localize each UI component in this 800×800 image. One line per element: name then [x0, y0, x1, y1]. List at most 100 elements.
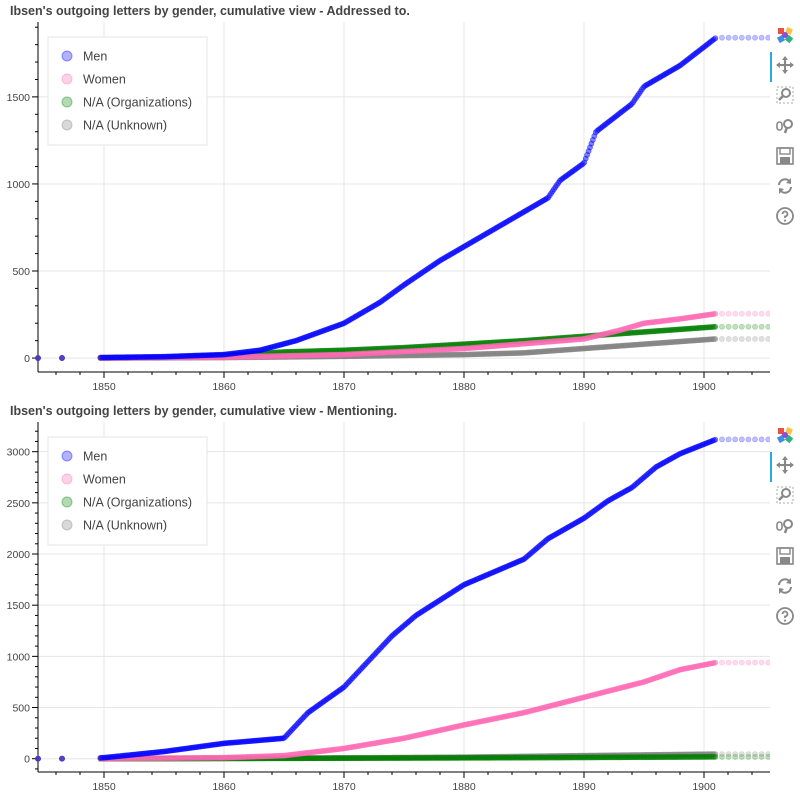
reset-tool-button[interactable]: [774, 577, 796, 599]
legend-marker: [61, 496, 73, 508]
data-point: [732, 34, 739, 41]
bokeh-logo-tool-button: [774, 26, 796, 48]
data-point: [738, 659, 745, 666]
y-tick-label: 1500: [7, 92, 31, 104]
legend-marker: [61, 73, 73, 85]
data-point: [738, 34, 745, 41]
data-point: [752, 753, 758, 760]
help-tool-button[interactable]: [774, 206, 796, 231]
x-tick-label: 1890: [572, 781, 596, 793]
legend-label[interactable]: Women: [83, 473, 126, 487]
reset-icon: [775, 176, 795, 201]
legend-label[interactable]: N/A (Unknown): [83, 119, 167, 133]
pan-tool-button[interactable]: [774, 55, 796, 80]
wheel-zoom-tool-button[interactable]: [774, 117, 796, 139]
bokeh-logo-icon: [775, 25, 795, 50]
data-point: [719, 659, 725, 666]
grid-lines: [38, 22, 770, 372]
data-point: [732, 336, 739, 342]
data-point: [758, 436, 765, 443]
data-point: [758, 323, 765, 330]
data-point: [752, 336, 758, 342]
y-tick-label: 1500: [7, 600, 31, 612]
data-point: [738, 310, 745, 317]
legend-label[interactable]: N/A (Organizations): [83, 496, 192, 510]
y-tick-label: 0: [24, 353, 30, 365]
data-point: [745, 336, 752, 342]
box-zoom-tool-button[interactable]: [774, 486, 796, 508]
data-point: [725, 34, 732, 41]
chart-panel-mentioning: Ibsen's outgoing letters by gender, cumu…: [0, 400, 800, 800]
help-icon: [775, 206, 795, 231]
data-point: [712, 336, 719, 342]
legend-label[interactable]: N/A (Organizations): [83, 96, 192, 110]
y-tick-label: 2500: [7, 498, 31, 510]
bokeh-logo-icon: [775, 425, 795, 450]
data-point: [738, 336, 745, 342]
chart-panel-addressed: Ibsen's outgoing letters by gender, cumu…: [0, 0, 800, 400]
data-point: [758, 659, 765, 666]
data-point: [765, 34, 770, 41]
data-point: [712, 659, 719, 666]
chart-title: Ibsen's outgoing letters by gender, cumu…: [10, 4, 410, 18]
data-point: [752, 34, 758, 41]
data-point: [712, 35, 719, 42]
data-point: [712, 310, 719, 317]
data-point: [719, 436, 725, 443]
pan-icon: [775, 55, 795, 80]
save-tool-button[interactable]: [774, 146, 796, 169]
x-tick-label: 1870: [332, 781, 356, 793]
reset-icon: [775, 576, 795, 601]
legend-marker: [61, 473, 73, 485]
data-point: [732, 753, 739, 760]
pan-tool-button[interactable]: [774, 455, 796, 478]
data-point: [59, 354, 65, 361]
save-tool-button[interactable]: [774, 546, 796, 571]
data-point: [35, 355, 41, 361]
data-point: [725, 323, 732, 330]
data-point: [732, 323, 739, 330]
data-point: [758, 336, 765, 342]
data-point: [732, 310, 739, 317]
data-point: [719, 753, 725, 760]
series-men: [35, 34, 770, 361]
y-tick-label: 3000: [7, 447, 31, 459]
save-icon: [775, 546, 795, 571]
plot-area[interactable]: 1850 1860 1870 1880 1890 1900 0 500 1000 1500 Men W…: [0, 0, 770, 400]
bokeh-logo-tool-button: [774, 426, 796, 448]
data-point: [725, 659, 732, 666]
data-point: [745, 436, 752, 443]
box-zoom-tool-button[interactable]: [774, 86, 796, 108]
legend-marker: [61, 519, 73, 531]
data-point: [719, 34, 725, 41]
data-point: [765, 323, 770, 330]
data-point: [35, 755, 41, 762]
data-point: [758, 753, 765, 760]
x-tick-label: 1870: [332, 381, 356, 393]
data-point: [725, 336, 732, 342]
box-zoom-icon: [775, 485, 795, 510]
wheel-zoom-tool-button[interactable]: [774, 517, 796, 539]
data-point: [725, 753, 732, 760]
plot-area[interactable]: 1850 1860 1870 1880 1890 1900 0 500 1000 1500 2000…: [0, 400, 770, 800]
legend-label[interactable]: Men: [83, 50, 107, 64]
data-point: [752, 310, 758, 317]
data-point: [745, 323, 752, 330]
toolbar: [770, 0, 800, 400]
legend-box: [47, 36, 208, 146]
legend-label[interactable]: Women: [83, 73, 126, 87]
data-point: [712, 323, 719, 330]
wheel-zoom-icon: [775, 116, 795, 141]
legend-label[interactable]: Men: [83, 450, 107, 464]
active-tool-indicator: [770, 52, 772, 82]
data-point: [745, 310, 752, 317]
help-tool-button[interactable]: [774, 606, 796, 629]
legend[interactable]: Men Women N/A (Organizations) N/A (Unknown): [47, 436, 208, 546]
y-tick-label: 500: [12, 703, 30, 715]
legend-label[interactable]: N/A (Unknown): [83, 519, 167, 533]
data-point: [758, 34, 765, 41]
data-point: [738, 753, 745, 760]
reset-tool-button[interactable]: [774, 177, 796, 199]
legend[interactable]: Men Women N/A (Organizations) N/A (Unknown): [47, 36, 208, 146]
data-point: [758, 310, 765, 317]
